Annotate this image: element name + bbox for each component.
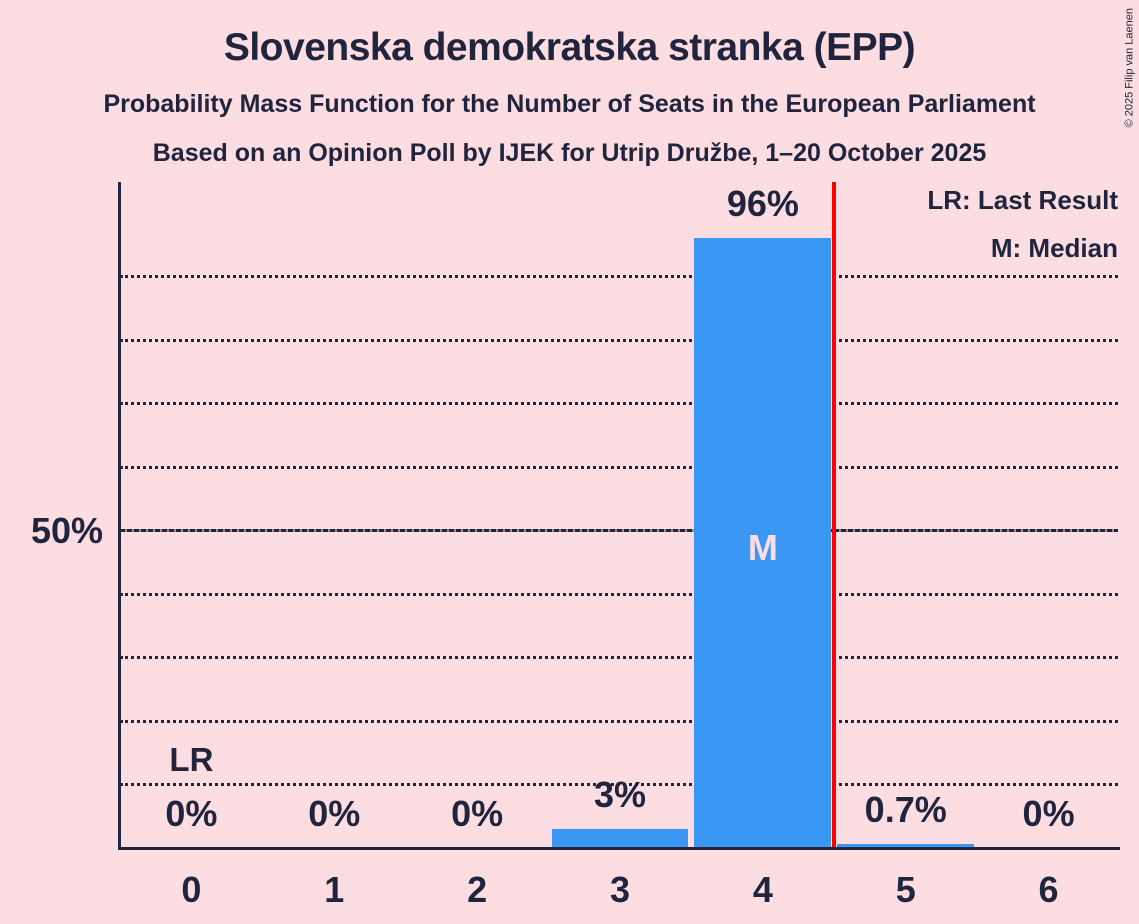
value-label-seats-3: 3% xyxy=(593,773,646,815)
x-tick-label-4: 4 xyxy=(752,869,773,910)
value-label-seats-6: 0% xyxy=(1022,793,1075,834)
last-result-line xyxy=(832,182,837,847)
x-axis-line xyxy=(117,846,1120,850)
gridline-dotted-80pct xyxy=(120,338,1118,342)
x-tick-label-1: 1 xyxy=(324,869,345,910)
median-annotation: M xyxy=(747,527,778,568)
legend-median: M: Median xyxy=(990,233,1118,263)
gridline-dotted-70pct xyxy=(120,402,1118,405)
x-tick-label-0: 0 xyxy=(181,869,202,910)
x-tick-label-6: 6 xyxy=(1038,869,1059,910)
gridline-solid-50pct xyxy=(120,529,1118,532)
value-label-seats-1: 0% xyxy=(308,793,361,834)
chart-title: Slovenska demokratska stranka (EPP) xyxy=(223,26,916,69)
x-tick-label-5: 5 xyxy=(895,869,916,910)
last-result-annotation: LR xyxy=(169,741,214,778)
x-tick-label-2: 2 xyxy=(467,869,488,910)
gridline-dotted-40pct xyxy=(120,592,1118,596)
y-axis-tick-label: 50% xyxy=(30,509,103,551)
gridline-dotted-20pct xyxy=(120,719,1118,723)
bar-seats-5 xyxy=(837,843,975,848)
copyright-text: © 2025 Filip van Laenen xyxy=(1123,8,1135,128)
value-label-seats-4: 96% xyxy=(726,183,799,225)
chart-subtitle: Probability Mass Function for the Number… xyxy=(103,90,1036,118)
gridline-dotted-30pct xyxy=(120,656,1118,659)
value-label-seats-0: 0% xyxy=(165,793,218,834)
value-label-seats-2: 0% xyxy=(451,793,504,834)
y-axis-line xyxy=(117,182,121,849)
bar-seats-3 xyxy=(551,828,689,848)
x-tick-label-3: 3 xyxy=(609,869,630,910)
gridline-dotted-60pct xyxy=(120,465,1118,469)
gridline-dotted-90pct xyxy=(120,275,1118,278)
bar-seats-4 xyxy=(694,238,832,848)
chart-poll-details: Based on an Opinion Poll by IJEK for Utr… xyxy=(152,139,987,167)
value-label-seats-5: 0.7% xyxy=(864,788,947,830)
legend: LR: Last Result M: Median xyxy=(927,187,1118,283)
gridline-dotted-10pct xyxy=(120,783,1118,786)
legend-last-result: LR: Last Result xyxy=(927,185,1118,215)
